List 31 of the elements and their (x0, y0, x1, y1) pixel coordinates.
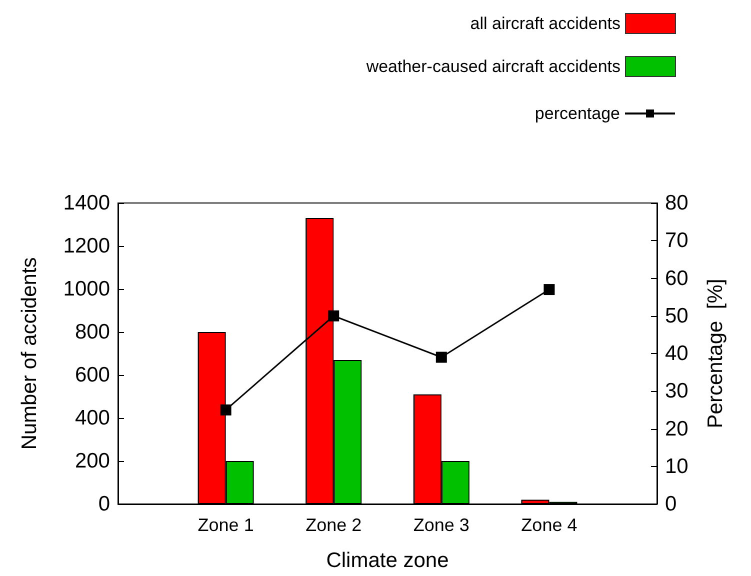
y2-tick-label: 70 (665, 229, 688, 252)
point (436, 352, 447, 363)
point (544, 284, 555, 296)
y-tick-label: 600 (74, 364, 110, 386)
y2-tick-label: 0 (665, 492, 677, 516)
point (220, 404, 232, 416)
legend-label: all aircraft accidents (470, 14, 620, 33)
y-axis-title: Number of accidents (18, 257, 41, 450)
y2-axis-title: Percentage [%] (704, 278, 727, 428)
y-tick-label: 1400 (63, 192, 110, 214)
y-tick-label: 1000 (63, 278, 110, 300)
legend-label: percentage (534, 104, 620, 123)
y-tick-label: 200 (74, 450, 110, 472)
y-tick-label: 800 (74, 320, 110, 344)
y2-tick-label: 20 (665, 417, 688, 440)
point (328, 310, 340, 322)
y2-tick-label: 10 (665, 454, 688, 478)
legend-label: weather-caused aircraft accidents (365, 57, 620, 76)
y-tick-label: 0 (98, 492, 110, 516)
y2-tick-label: 60 (665, 266, 688, 290)
x-tick-label: Zone 2 (306, 515, 362, 535)
y2-tick-label: 30 (665, 380, 688, 403)
y2-tick-label: 40 (665, 342, 688, 365)
y2-tick-label: 80 (665, 192, 688, 214)
x-tick-label: Zone 3 (413, 515, 470, 535)
y-tick-label: 1200 (63, 234, 110, 258)
x-tick-label: Zone 4 (521, 515, 578, 535)
x-axis-title: Climate zone (326, 549, 449, 572)
y-tick-label: 400 (74, 406, 110, 430)
x-tick-label: Zone 1 (198, 515, 254, 535)
y2-tick-label: 50 (665, 304, 688, 328)
